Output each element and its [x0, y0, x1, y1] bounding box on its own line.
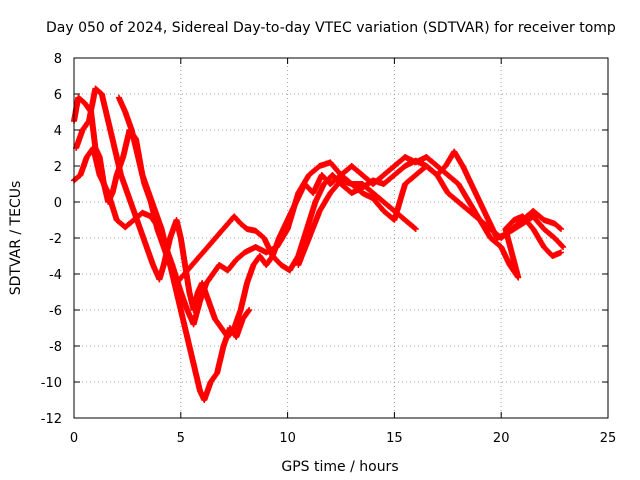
x-tick-label: 5	[177, 431, 185, 446]
y-tick-label: -12	[41, 412, 62, 427]
y-tick-label: -2	[49, 232, 62, 247]
series-3-marker-path	[73, 85, 564, 340]
y-tick-label: -4	[49, 268, 62, 283]
y-tick-label: 8	[54, 52, 62, 67]
axis-ticks: 0 5 10 15 20 25 -12 -10 -8 -6 -4 -2 0 2 4 6 8	[41, 52, 617, 446]
y-axis-label: SDTVAR / TECUs	[8, 181, 24, 296]
series-3-markers	[73, 85, 564, 340]
x-axis-label: GPS time / hours	[281, 459, 398, 475]
y-tick-label: -8	[49, 340, 62, 355]
data-points	[71, 85, 567, 403]
x-tick-label: 15	[386, 431, 403, 446]
x-tick-label: 0	[70, 431, 78, 446]
y-tick-label: 4	[54, 124, 62, 139]
grid-lines	[74, 58, 608, 418]
y-tick-label: -6	[49, 304, 62, 319]
y-tick-label: 6	[54, 88, 62, 103]
x-tick-label: 10	[279, 431, 296, 446]
y-tick-label: 0	[54, 196, 62, 211]
series-5-marker-path	[295, 163, 564, 281]
x-tick-label: 25	[600, 431, 617, 446]
series-4-markers	[115, 94, 567, 286]
y-tick-label: -10	[41, 376, 62, 391]
series-5-markers	[295, 163, 564, 281]
x-tick-label: 20	[493, 431, 510, 446]
y-tick-label: 2	[54, 160, 62, 175]
series-4-marker-path	[115, 94, 567, 286]
chart-title: Day 050 of 2024, Sidereal Day-to-day VTE…	[46, 20, 616, 36]
